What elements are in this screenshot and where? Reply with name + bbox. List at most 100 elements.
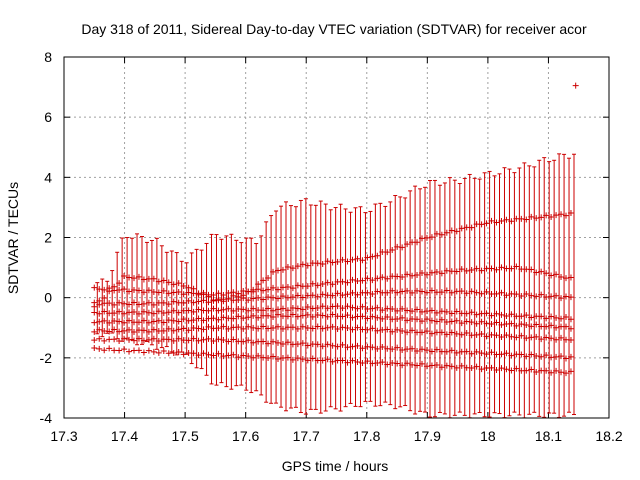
data-point bbox=[101, 337, 108, 344]
data-point bbox=[101, 317, 108, 324]
data-point bbox=[334, 290, 341, 297]
data-point bbox=[538, 214, 545, 221]
data-point bbox=[478, 350, 485, 357]
data-point bbox=[225, 295, 232, 302]
data-point bbox=[220, 291, 227, 298]
y-axis-label: SDTVAR / TECUs bbox=[5, 182, 21, 294]
data-point bbox=[250, 324, 257, 331]
data-point bbox=[260, 296, 267, 303]
data-point bbox=[284, 354, 291, 361]
data-point bbox=[553, 212, 560, 219]
data-point bbox=[543, 212, 550, 219]
data-point bbox=[275, 323, 282, 330]
data-point bbox=[528, 314, 535, 321]
data-point bbox=[210, 352, 217, 359]
data-point bbox=[339, 278, 346, 285]
data-point bbox=[240, 338, 247, 345]
data-point bbox=[409, 308, 416, 315]
data-point bbox=[240, 315, 247, 322]
data-point bbox=[155, 337, 162, 344]
data-point bbox=[448, 329, 455, 336]
data-point bbox=[488, 349, 495, 356]
data-point bbox=[508, 333, 515, 340]
data-point bbox=[101, 286, 108, 293]
data-point bbox=[140, 276, 147, 283]
data-point bbox=[96, 335, 103, 342]
data-point bbox=[508, 320, 515, 327]
data-point bbox=[284, 307, 291, 314]
data-point bbox=[404, 360, 411, 367]
data-point bbox=[170, 307, 177, 314]
data-point bbox=[304, 311, 311, 318]
data-points bbox=[91, 82, 579, 377]
data-point bbox=[563, 323, 570, 330]
data-point bbox=[379, 359, 386, 366]
data-point bbox=[329, 292, 336, 299]
data-point bbox=[131, 286, 138, 293]
y-tick-label: 4 bbox=[44, 169, 52, 185]
data-point bbox=[553, 292, 560, 299]
data-point bbox=[538, 353, 545, 360]
data-point bbox=[558, 315, 565, 322]
data-point bbox=[438, 316, 445, 323]
data-point bbox=[433, 318, 440, 325]
data-point bbox=[150, 310, 157, 317]
data-point bbox=[488, 217, 495, 224]
data-point bbox=[101, 327, 108, 334]
data-point bbox=[339, 292, 346, 299]
data-point bbox=[548, 354, 555, 361]
data-point bbox=[260, 323, 267, 330]
data-point bbox=[498, 365, 505, 372]
data-point bbox=[468, 309, 475, 316]
data-point bbox=[543, 352, 550, 359]
data-point bbox=[260, 307, 267, 314]
data-point bbox=[438, 364, 445, 371]
data-point bbox=[478, 267, 485, 274]
data-point bbox=[309, 355, 316, 362]
data-point bbox=[121, 300, 128, 307]
data-point bbox=[493, 332, 500, 339]
data-point bbox=[339, 357, 346, 364]
data-point bbox=[215, 350, 222, 357]
data-point bbox=[255, 281, 262, 288]
data-point bbox=[458, 225, 465, 232]
x-tick-label: 17.6 bbox=[232, 428, 259, 444]
data-point bbox=[339, 324, 346, 331]
data-point bbox=[145, 299, 152, 306]
data-point bbox=[339, 256, 346, 263]
data-point bbox=[175, 318, 182, 325]
data-point bbox=[275, 295, 282, 302]
data-point bbox=[503, 366, 510, 373]
data-point bbox=[116, 328, 123, 335]
data-point bbox=[270, 324, 277, 331]
data-point bbox=[567, 316, 574, 323]
data-point bbox=[533, 368, 540, 375]
data-point bbox=[523, 312, 530, 319]
data-point bbox=[160, 299, 167, 306]
data-point bbox=[533, 215, 540, 222]
data-point bbox=[329, 358, 336, 365]
data-point bbox=[230, 289, 237, 296]
data-point bbox=[329, 342, 336, 349]
data-point bbox=[255, 352, 262, 359]
data-point bbox=[324, 279, 331, 286]
data-point bbox=[548, 322, 555, 329]
data-point bbox=[453, 364, 460, 371]
data-point bbox=[126, 288, 133, 295]
data-point bbox=[135, 287, 142, 294]
data-point bbox=[170, 337, 177, 344]
data-point bbox=[160, 327, 167, 334]
data-point bbox=[155, 308, 162, 315]
data-point bbox=[443, 331, 450, 338]
chart-title: Day 318 of 2011, Sidereal Day-to-day VTE… bbox=[81, 21, 587, 37]
data-point bbox=[215, 336, 222, 343]
data-point bbox=[265, 312, 272, 319]
data-point bbox=[523, 335, 530, 342]
data-point bbox=[319, 357, 326, 364]
data-point bbox=[314, 323, 321, 330]
x-axis-ticks: 17.3 17.4 17.5 17.6 17.7 17.8 17.9 18 18.1 18.2 bbox=[50, 57, 623, 444]
data-point bbox=[478, 221, 485, 228]
data-point bbox=[553, 353, 560, 360]
data-point bbox=[414, 239, 421, 246]
data-point bbox=[523, 322, 530, 329]
